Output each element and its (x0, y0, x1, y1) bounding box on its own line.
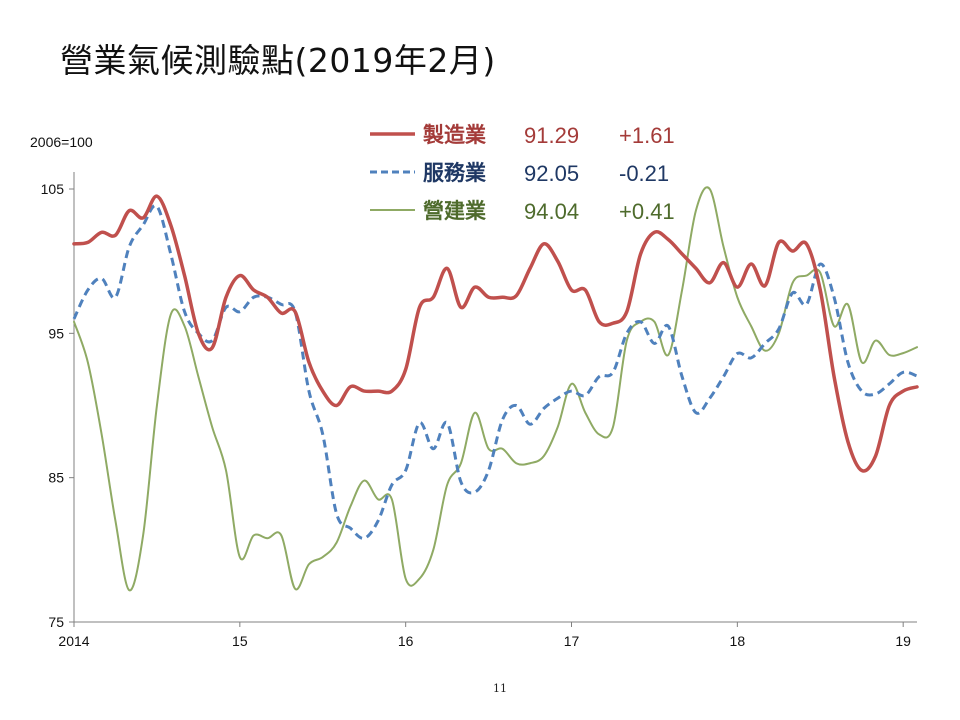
y-tick-label: 95 (48, 325, 64, 341)
legend-series-name: 製造業 (422, 123, 487, 147)
x-tick-label: 2014 (58, 633, 89, 649)
series-line-manufacturing (72, 194, 919, 473)
y-tick-label: 75 (48, 614, 64, 630)
legend-series-name: 服務業 (423, 161, 487, 185)
chart-legend: 製造業 91.29 +1.61 服務業 92.05 -0.21 營建業 94.04 +0.41 (370, 123, 675, 224)
x-tick-label: 16 (398, 633, 414, 649)
series-line-construction (73, 186, 918, 592)
legend-series-value: 94.04 (524, 199, 579, 224)
series-line-services (72, 203, 918, 540)
legend-series-value: 91.29 (524, 123, 579, 148)
page-title: 營業氣候測驗點(2019年2月) (60, 41, 496, 80)
legend-series-change: +1.61 (619, 123, 675, 148)
y-tick-label: 85 (48, 470, 64, 486)
y-tick-label: 105 (41, 181, 65, 197)
legend-series-value: 92.05 (524, 161, 579, 186)
x-tick-label: 19 (895, 633, 911, 649)
legend-series-name: 營建業 (423, 199, 487, 223)
x-tick-label: 18 (730, 633, 746, 649)
legend-series-change: +0.41 (619, 199, 675, 224)
page-number: 11 (493, 682, 507, 695)
y-axis-unit-label: 2006=100 (30, 134, 93, 150)
chart-series (72, 186, 919, 592)
x-tick-label: 15 (232, 633, 248, 649)
legend-series-change: -0.21 (619, 161, 669, 186)
chart-axes: 75 85 95 105 2014 15 16 17 18 19 (41, 172, 917, 649)
x-tick-label: 17 (564, 633, 580, 649)
